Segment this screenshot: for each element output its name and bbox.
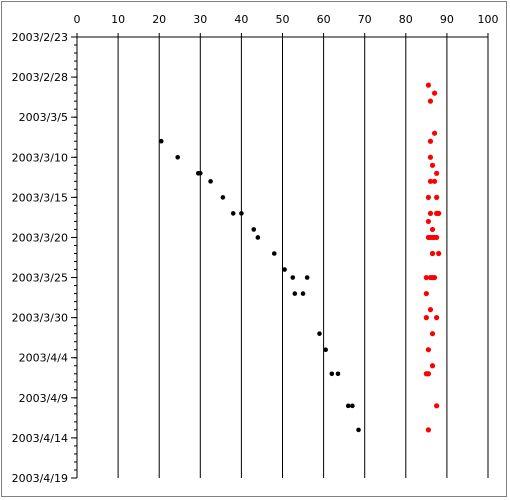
x-tick-label: 30 [193, 13, 207, 26]
data-point [429, 226, 436, 233]
x-tick-label: 80 [399, 13, 413, 26]
y-tick-label: 2003/2/28 [12, 71, 68, 84]
data-point [427, 210, 434, 216]
data-point [431, 90, 438, 96]
y-tick-label: 2003/3/20 [12, 231, 68, 244]
data-point [304, 275, 310, 280]
data-point [282, 267, 287, 272]
data-point [425, 371, 432, 377]
data-point [345, 403, 351, 409]
data-point [350, 403, 355, 409]
data-point [425, 427, 432, 433]
data-point [429, 331, 436, 337]
data-point [230, 211, 236, 216]
data-point [323, 347, 328, 353]
data-point [300, 291, 306, 296]
data-point [423, 315, 429, 321]
x-tick-label: 70 [358, 13, 372, 26]
y-tick-label: 2003/3/5 [19, 111, 68, 124]
y-tick-label: 2003/3/30 [12, 312, 68, 325]
data-point [292, 291, 298, 296]
data-point [427, 154, 434, 160]
data-point [434, 315, 440, 321]
y-tick-label: 2003/3/10 [12, 151, 68, 164]
data-point [198, 171, 203, 176]
data-point [425, 347, 432, 353]
data-point [427, 307, 434, 313]
data-point [239, 211, 244, 216]
data-point [335, 371, 341, 377]
data-point [271, 251, 277, 256]
x-tick-label: 50 [276, 13, 290, 26]
data-point [434, 194, 440, 200]
data-point [208, 179, 213, 184]
x-tick-label: 90 [440, 13, 454, 26]
data-point [429, 250, 436, 257]
data-point [356, 427, 361, 433]
data-point [175, 154, 180, 160]
data-point [220, 195, 226, 200]
y-tick-label: 2003/4/14 [12, 432, 68, 445]
data-point [436, 210, 442, 216]
data-point [317, 331, 322, 336]
data-point [427, 138, 434, 144]
x-tick-label: 100 [478, 13, 499, 26]
x-tick-label: 60 [317, 13, 331, 26]
y-tick-label: 2003/4/19 [12, 472, 68, 485]
data-point [423, 290, 429, 297]
y-tick-label: 2003/3/15 [12, 191, 68, 204]
x-tick-label: 0 [74, 13, 81, 26]
data-point [255, 235, 261, 240]
x-tick-label: 20 [152, 13, 166, 26]
data-point [431, 130, 438, 136]
y-tick-label: 2003/4/4 [19, 352, 68, 365]
data-point [329, 371, 335, 377]
x-tick-label: 40 [234, 13, 248, 26]
y-tick-label: 2003/3/25 [12, 272, 68, 285]
x-tick-label: 10 [111, 13, 125, 26]
data-point [425, 194, 432, 200]
data-point [427, 178, 434, 184]
data-point [429, 363, 436, 369]
data-point [290, 275, 296, 280]
data-point [431, 274, 438, 281]
data-point [429, 162, 436, 168]
data-point [434, 170, 440, 176]
data-point [431, 178, 438, 184]
data-point [436, 250, 442, 257]
y-tick-label: 2003/4/9 [19, 392, 68, 405]
data-point [427, 98, 434, 104]
data-point [434, 234, 440, 241]
y-tick-label: 2003/2/23 [12, 31, 68, 44]
data-point [423, 274, 429, 281]
data-point [425, 218, 432, 225]
data-point [251, 227, 257, 232]
data-point [425, 82, 432, 88]
data-point [434, 403, 440, 409]
data-point [158, 138, 164, 144]
